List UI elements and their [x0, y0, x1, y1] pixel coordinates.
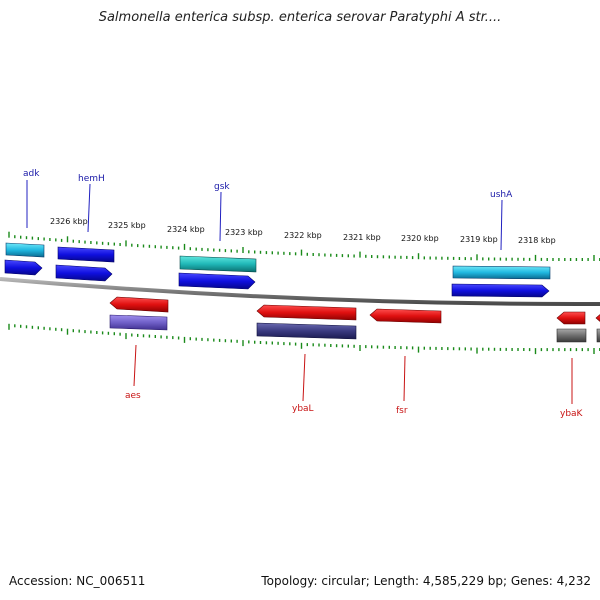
ruler-label: 2326 kbp — [50, 217, 88, 226]
ruler-label: 2321 kbp — [343, 233, 381, 242]
ruler-label: 2325 kbp — [108, 221, 146, 230]
gene-ushA-cds[interactable] — [451, 283, 550, 298]
ruler-label: 2319 kbp — [460, 235, 498, 244]
svg-text:fsr: fsr — [396, 406, 408, 416]
ruler-label: 2322 kbp — [284, 231, 322, 240]
tick-row-bottom — [8, 323, 600, 355]
gene-gsk-cds[interactable] — [178, 272, 256, 290]
gene-label-ushA[interactable]: ushA — [490, 190, 513, 251]
gene-adk-cds[interactable] — [4, 259, 43, 276]
svg-text:adk: adk — [23, 169, 40, 179]
feature-aes-outer[interactable] — [109, 314, 168, 331]
svg-text:ushA: ushA — [490, 190, 513, 200]
gene-aes-cds[interactable] — [109, 296, 169, 313]
gene-ybaL-cds[interactable] — [256, 304, 357, 321]
feature-ybaL-outer[interactable] — [256, 322, 357, 340]
ruler-label: 2323 kbp — [225, 228, 263, 237]
svg-text:aes: aes — [125, 391, 141, 401]
topology-summary: Topology: circular; Length: 4,585,229 bp… — [261, 574, 591, 588]
gene-ybaK-cds[interactable] — [556, 311, 586, 325]
gene-label-ybaL[interactable]: ybaL — [292, 353, 314, 414]
gene-fsr-cds[interactable] — [369, 308, 442, 324]
feature-edge-outer[interactable] — [596, 328, 600, 343]
svg-text:ybaL: ybaL — [292, 404, 314, 414]
gene-hemH-outer[interactable] — [57, 246, 115, 263]
gene-hemH-cds[interactable] — [55, 264, 113, 282]
svg-text:gsk: gsk — [214, 182, 230, 192]
feature-ushA-outer[interactable] — [452, 265, 551, 280]
ruler-label: 2318 kbp — [518, 236, 556, 245]
ruler-label: 2320 kbp — [401, 234, 439, 243]
gene-edge-cds[interactable] — [595, 312, 600, 324]
gene-label-aes[interactable]: aes — [125, 344, 141, 401]
svg-text:ybaK: ybaK — [560, 409, 584, 419]
svg-text:hemH: hemH — [78, 174, 105, 184]
feature-gsk-outer[interactable] — [179, 255, 257, 273]
accession-text: Accession: NC_006511 — [9, 574, 146, 588]
gene-label-adk[interactable]: adk — [23, 169, 40, 228]
kbp-ruler: 2326 kbp 2325 kbp 2324 kbp 2323 kbp 2322… — [50, 217, 556, 245]
feature-ybaK-outer[interactable] — [556, 328, 587, 343]
gene-label-gsk[interactable]: gsk — [214, 182, 230, 242]
map-title: Salmonella enterica subsp. enterica sero… — [98, 10, 502, 25]
feature-adk-outer[interactable] — [5, 242, 45, 258]
genome-backbone — [0, 277, 600, 307]
tick-row-top — [8, 231, 600, 261]
gene-label-fsr[interactable]: fsr — [396, 355, 408, 416]
ruler-label: 2324 kbp — [167, 225, 205, 234]
gene-label-hemH[interactable]: hemH — [78, 174, 105, 233]
gene-label-ybaK[interactable]: ybaK — [560, 358, 584, 419]
